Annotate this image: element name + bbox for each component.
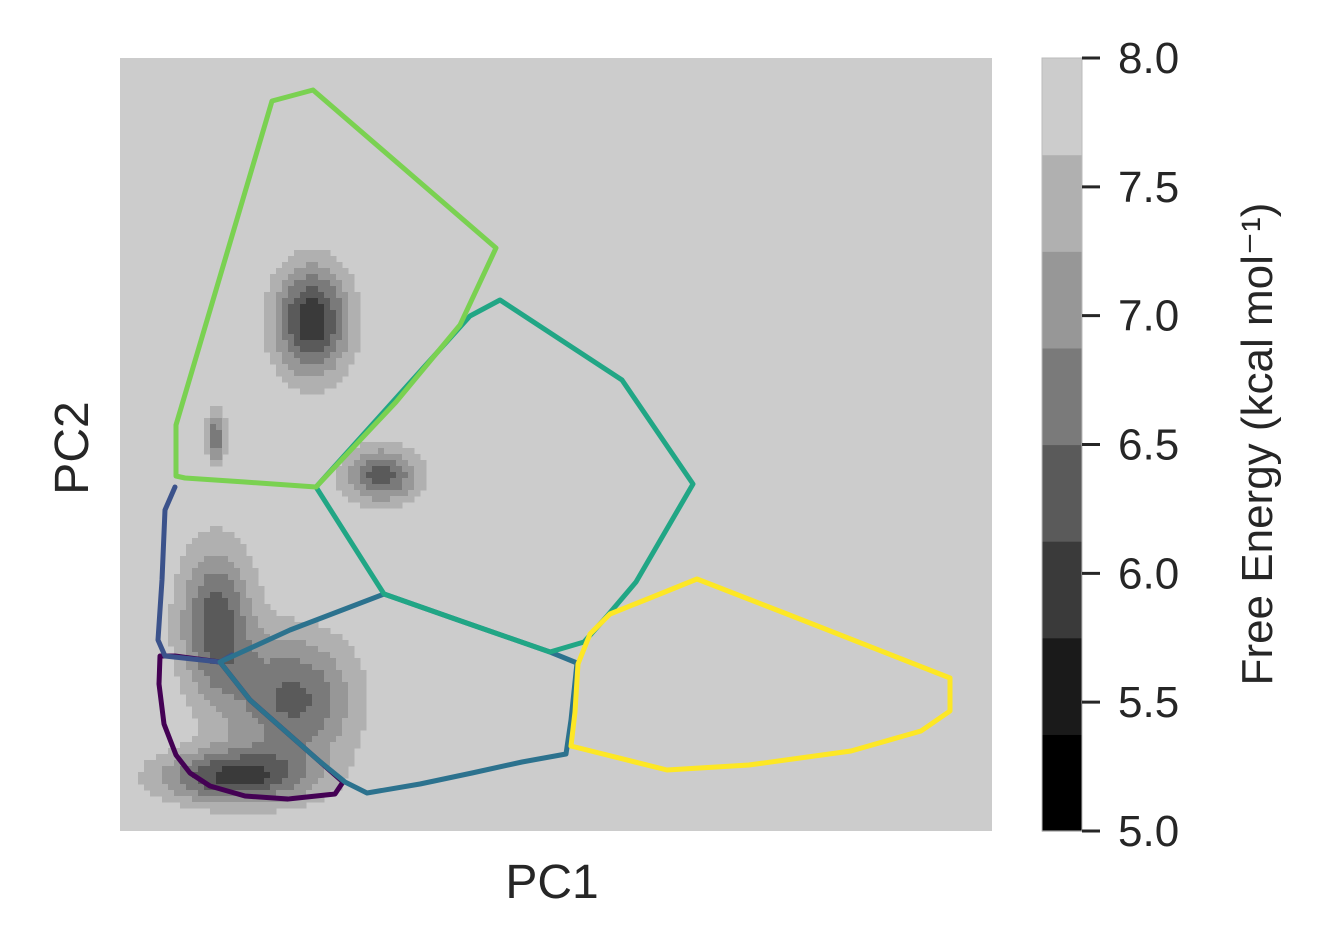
colorbar-tick-label: 6.0	[1118, 549, 1179, 598]
colorbar-tick-label: 5.0	[1118, 807, 1179, 856]
colorbar-tick-label: 8.0	[1118, 34, 1179, 83]
colorbar-band	[1042, 347, 1082, 446]
colorbar-band	[1042, 251, 1082, 349]
colorbar-tick-label: 5.5	[1118, 678, 1179, 727]
colorbar-ticks: 5.0 5.5 6.0 6.5 7.0 7.5 8.0	[1082, 34, 1179, 856]
state-partitions	[155, 87, 953, 802]
free-energy-contours	[138, 250, 427, 815]
colorbar-band	[1042, 637, 1082, 735]
state-partition-outline	[173, 87, 499, 490]
colorbar-bands	[1042, 58, 1082, 832]
colorbar-tick-label: 6.5	[1118, 421, 1179, 470]
colorbar-band	[1042, 541, 1082, 639]
colorbar-band	[1042, 734, 1082, 832]
colorbar-label: Free Energy (kcal mol⁻¹)	[1233, 203, 1282, 686]
state-partition-outline	[313, 297, 696, 655]
y-axis-label: PC2	[46, 401, 99, 494]
colorbar-band	[1042, 58, 1082, 156]
x-axis-label: PC1	[505, 856, 598, 909]
colorbar-tick-label: 7.0	[1118, 292, 1179, 341]
colorbar-band	[1042, 444, 1082, 542]
plot-area	[120, 58, 992, 831]
colorbar-band	[1042, 154, 1082, 252]
colorbar-tick-label: 7.5	[1118, 163, 1179, 212]
colorbar: 5.0 5.5 6.0 6.5 7.0 7.5 8.0 Free Energy (kcal …	[1041, 34, 1282, 856]
state-partition-outline	[568, 576, 953, 773]
